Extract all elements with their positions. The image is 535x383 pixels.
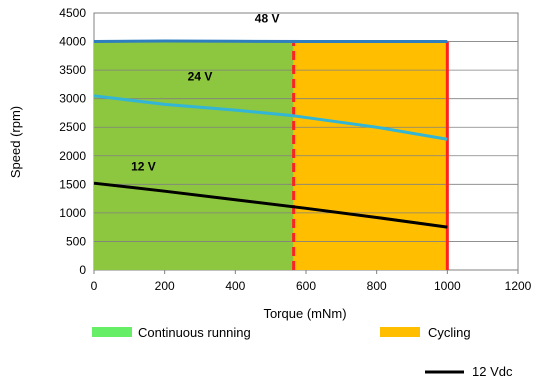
x-tick-label-400: 400	[225, 279, 245, 293]
legend-label-12vdc: 12 Vdc	[472, 364, 513, 379]
curve-label-24-v: 24 V	[188, 69, 213, 83]
y-tick-label-1500: 1500	[59, 177, 86, 191]
y-tick-label-4000: 4000	[59, 35, 86, 49]
plot-area: 0 500 1000 1500 2000 2500 3000 3500 4000 4500 0 200…	[59, 6, 531, 293]
curve-label-12-v: 12 V	[131, 160, 156, 174]
y-tick-label-500: 500	[66, 234, 86, 248]
x-tick-label-200: 200	[155, 279, 175, 293]
legend-swatch-cycling	[380, 327, 420, 337]
x-tick-label-1200: 1200	[505, 279, 532, 293]
series-line-12-v	[93, 181, 448, 229]
curve-label-48-v: 48 V	[255, 12, 280, 26]
x-tick-label-800: 800	[367, 279, 387, 293]
y-axis-title: Speed (rpm)	[8, 106, 23, 178]
y-tick-label-3500: 3500	[59, 63, 86, 77]
y-tick-label-2000: 2000	[59, 149, 86, 163]
legend-item-12vdc: 12 Vdc	[425, 364, 513, 379]
x-tick-label-600: 600	[296, 279, 316, 293]
y-tick-label-3000: 3000	[59, 92, 86, 106]
x-tick-label-1000: 1000	[434, 279, 461, 293]
legend-item-cycling: Cycling	[380, 325, 471, 340]
legend: Continuous running Cycling 12 Vdc	[92, 325, 513, 379]
y-tick-label-0: 0	[79, 263, 86, 277]
series-line-48-v	[93, 39, 448, 44]
legend-item-continuous: Continuous running	[92, 325, 251, 340]
legend-label-cycling: Cycling	[428, 325, 471, 340]
series-line-24-v	[93, 94, 448, 141]
y-tick-label-4500: 4500	[59, 6, 86, 20]
x-axis-title: Torque (mNm)	[263, 306, 346, 321]
y-tick-label-2500: 2500	[59, 120, 86, 134]
legend-label-continuous: Continuous running	[138, 325, 251, 340]
y-tick-label-1000: 1000	[59, 206, 86, 220]
x-tick-label-0: 0	[91, 279, 98, 293]
legend-swatch-continuous	[92, 327, 132, 337]
